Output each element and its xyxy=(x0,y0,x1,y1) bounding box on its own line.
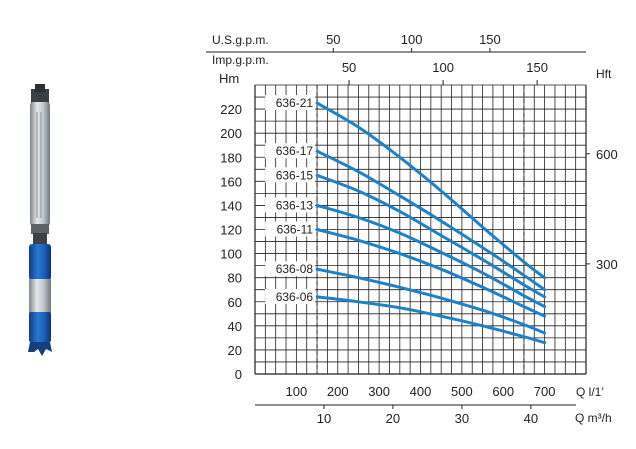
impgpm-tick-label: 100 xyxy=(432,60,454,75)
performance-curves xyxy=(315,101,547,345)
series-label-636-13: 636-13 xyxy=(276,198,314,212)
m3h-axis-label: Q m³/h xyxy=(575,411,612,425)
label-bg xyxy=(265,221,316,237)
y-tick-label: 20 xyxy=(228,343,242,358)
y-tick-label: 40 xyxy=(228,319,242,334)
lpm-axis-label: Q l/1’ xyxy=(576,385,604,399)
impgpm-tick-label: 150 xyxy=(526,60,548,75)
y2-axis-label: Hft xyxy=(596,67,612,81)
series-label-636-06: 636-06 xyxy=(276,290,314,304)
series-label-636-21: 636-21 xyxy=(276,96,314,110)
m3h-tick-label: 30 xyxy=(455,411,469,426)
y-tick-label: 140 xyxy=(220,198,242,213)
label-bg xyxy=(265,288,316,304)
submersible-pump-image xyxy=(28,84,52,356)
series-label-636-17: 636-17 xyxy=(276,144,314,158)
usgpm-axis-label: U.S.g.p.m. xyxy=(212,33,269,47)
lpm-tick-label: 700 xyxy=(534,384,556,399)
curve-636-15 xyxy=(315,173,547,299)
y-tick-label: 200 xyxy=(220,126,242,141)
impgpm-tick-label: 50 xyxy=(342,60,356,75)
curve-636-13 xyxy=(315,203,547,309)
lpm-tick-label: 300 xyxy=(368,384,390,399)
m3h-tick-label: 40 xyxy=(524,411,538,426)
lpm-tick-label: 500 xyxy=(451,384,473,399)
usgpm-tick-label: 50 xyxy=(326,32,340,47)
y-tick-label: 100 xyxy=(220,247,242,262)
label-bg xyxy=(265,167,316,183)
curve-636-11 xyxy=(315,228,547,318)
series-label-636-15: 636-15 xyxy=(276,168,314,182)
impgpm-axis-label: Imp.g.p.m. xyxy=(212,53,269,67)
label-bg xyxy=(265,197,316,213)
usgpm-tick-label: 150 xyxy=(479,32,501,47)
y-tick-label: 180 xyxy=(220,150,242,165)
lpm-tick-label: 100 xyxy=(286,384,308,399)
y-tick-label: 220 xyxy=(220,102,242,117)
y-tick-label: 60 xyxy=(228,295,242,310)
lpm-tick-label: 200 xyxy=(327,384,349,399)
lpm-tick-label: 400 xyxy=(410,384,432,399)
y-tick-label: 80 xyxy=(228,271,242,286)
axis-labels: 0 20 40 60 80 100 120 140 160 180 200 220 Hm 300 600 Hf… xyxy=(206,32,618,426)
label-bg xyxy=(265,95,316,111)
curve-labels: 636-21 636-17 636-15 636-13 636-11 636-08 636-… xyxy=(265,95,316,304)
plot-grid xyxy=(254,84,587,375)
series-label-636-08: 636-08 xyxy=(276,262,314,276)
m3h-tick-label: 20 xyxy=(386,411,400,426)
curve-636-06 xyxy=(315,295,547,345)
series-label-636-11: 636-11 xyxy=(277,223,314,237)
curve-636-08 xyxy=(315,267,547,335)
label-bg xyxy=(265,143,316,159)
m3h-tick-label: 10 xyxy=(317,411,331,426)
usgpm-tick-label: 100 xyxy=(401,32,423,47)
lpm-tick-label: 600 xyxy=(492,384,514,399)
y-axis-label: Hm xyxy=(219,71,239,86)
curve-636-17 xyxy=(315,149,547,292)
y-tick-label: 160 xyxy=(220,174,242,189)
y-tick-label: 120 xyxy=(220,223,242,238)
y2-tick-label: 300 xyxy=(596,257,618,272)
y-tick-label: 0 xyxy=(235,367,242,382)
y2-tick-label: 600 xyxy=(596,147,618,162)
curve-636-21 xyxy=(315,101,547,280)
label-bg xyxy=(265,261,316,277)
